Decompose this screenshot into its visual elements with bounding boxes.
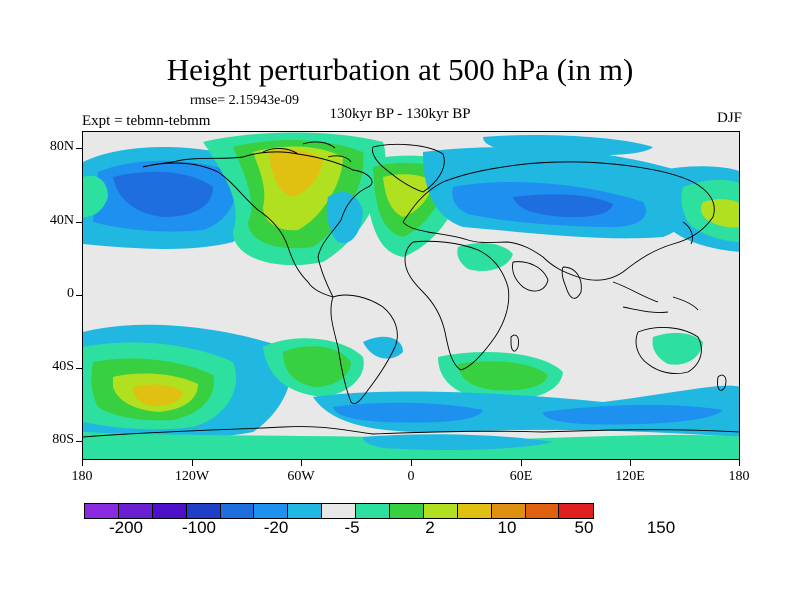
anomaly-region xyxy=(268,149,323,197)
x-tick xyxy=(301,460,302,466)
lat-label: 80N xyxy=(49,139,74,154)
x-tick xyxy=(630,460,631,466)
colorbar-box xyxy=(559,504,594,518)
y-tick xyxy=(76,441,82,442)
anomaly-region xyxy=(383,174,433,217)
anomaly-region xyxy=(283,346,351,387)
colorbar xyxy=(84,503,595,519)
anomaly-region xyxy=(113,171,213,217)
anomaly-region xyxy=(83,175,108,217)
colorbar-box xyxy=(118,504,153,518)
colorbar-label: -5 xyxy=(344,518,360,537)
anomaly-region xyxy=(333,402,483,423)
rmse-label: rmse= 2.15943e-09 xyxy=(190,93,299,108)
colorbar-label: 10 xyxy=(497,518,517,537)
lon-label: 0 xyxy=(407,469,415,484)
colorbar-box xyxy=(186,504,221,518)
colorbar-box xyxy=(356,504,391,518)
colorbar-label: 50 xyxy=(574,518,594,537)
anomaly-region xyxy=(457,242,513,272)
y-tick xyxy=(76,368,82,369)
colorbar-label: -100 xyxy=(181,518,217,537)
colorbar-box xyxy=(85,504,119,518)
anomaly-region xyxy=(458,361,548,391)
colorbar-label: -20 xyxy=(263,518,289,537)
colorbar-label: -200 xyxy=(108,518,144,537)
x-tick xyxy=(739,460,740,466)
anomaly-region xyxy=(133,384,183,406)
x-tick xyxy=(521,460,522,466)
x-tick xyxy=(192,460,193,466)
lat-label: 40S xyxy=(52,359,74,374)
colorbar-box xyxy=(220,504,255,518)
anomaly-region xyxy=(363,336,403,359)
colorbar-box xyxy=(423,504,458,518)
y-tick xyxy=(76,148,82,149)
colorbar-box xyxy=(152,504,187,518)
plot-title: Height perturbation at 500 hPa (in m) xyxy=(166,52,634,87)
colorbar-box xyxy=(457,504,492,518)
field-contours xyxy=(83,132,739,459)
y-tick xyxy=(76,295,82,296)
colorbar-box xyxy=(491,504,526,518)
map-panel xyxy=(82,131,740,460)
anomaly-region xyxy=(652,332,703,365)
colorbar-box xyxy=(390,504,424,518)
lat-label: 0 xyxy=(67,286,74,301)
anomaly-region xyxy=(363,434,553,450)
colorbar-box xyxy=(288,504,323,518)
lat-label: 40N xyxy=(49,213,74,228)
anomaly-region xyxy=(543,404,723,425)
lon-label: 180 xyxy=(728,469,750,484)
x-tick xyxy=(82,460,83,466)
lat-label: 80S xyxy=(52,432,74,447)
x-tick xyxy=(411,460,412,466)
anomaly-region xyxy=(513,194,613,218)
colorbar-box xyxy=(322,504,357,518)
period-label: 130kyr BP - 130kyr BP xyxy=(329,106,471,122)
lon-label: 180 xyxy=(71,469,93,484)
season-label: DJF xyxy=(716,110,742,126)
coastlines xyxy=(83,141,739,438)
colorbar-box xyxy=(254,504,289,518)
experiment-label: Expt = tebmn-tebmm xyxy=(82,113,211,129)
y-tick xyxy=(76,222,82,223)
lon-label: 60E xyxy=(509,469,533,484)
lon-label: 120E xyxy=(615,469,645,484)
anomaly-region xyxy=(483,135,653,156)
colorbar-box xyxy=(525,504,560,518)
lon-label: 60W xyxy=(287,469,315,484)
map-svg xyxy=(83,132,739,459)
anomaly-region xyxy=(326,192,363,244)
colorbar-label: 150 xyxy=(646,518,676,537)
lon-label: 120W xyxy=(174,469,210,484)
colorbar-label: 2 xyxy=(425,518,435,537)
